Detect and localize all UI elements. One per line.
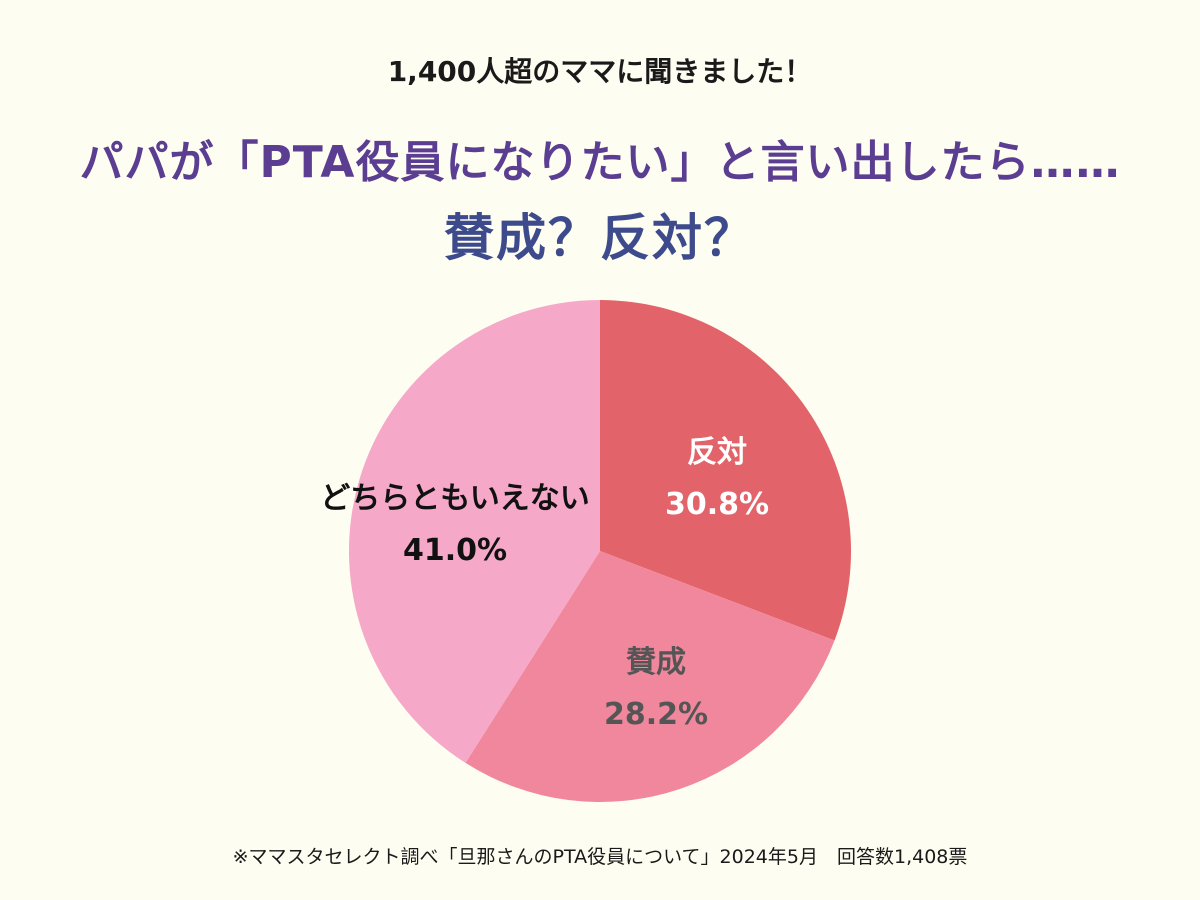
- pie-slice-label: 賛成: [626, 645, 686, 680]
- source-footnote: ※ママスタセレクト調べ「旦那さんのPTA役員について」2024年5月 回答数1,…: [232, 846, 968, 868]
- pie-slice-label: どちらともいえない: [320, 481, 589, 516]
- survey-subtitle: 1,400人超のママに聞きました！: [387, 55, 813, 88]
- pie-slice-3: [348, 300, 600, 763]
- chart-question: 賛成？反対？: [444, 209, 756, 267]
- pie-labels: 反対 30.8% 賛成 28.2% どちらともいえない 41.0%: [320, 435, 769, 732]
- pie-slice-value: 28.2%: [604, 697, 708, 732]
- pie-slice-1: [600, 300, 852, 641]
- pie-slice-value: 41.0%: [403, 533, 507, 568]
- pie-slice-2: [465, 551, 835, 803]
- pie-slice-value: 30.8%: [665, 487, 769, 522]
- pie-slice-label: 反対: [687, 435, 747, 470]
- chart-title: パパが「PTA役員になりたい」と言い出したら……: [79, 137, 1121, 188]
- pie-slices: [348, 300, 852, 803]
